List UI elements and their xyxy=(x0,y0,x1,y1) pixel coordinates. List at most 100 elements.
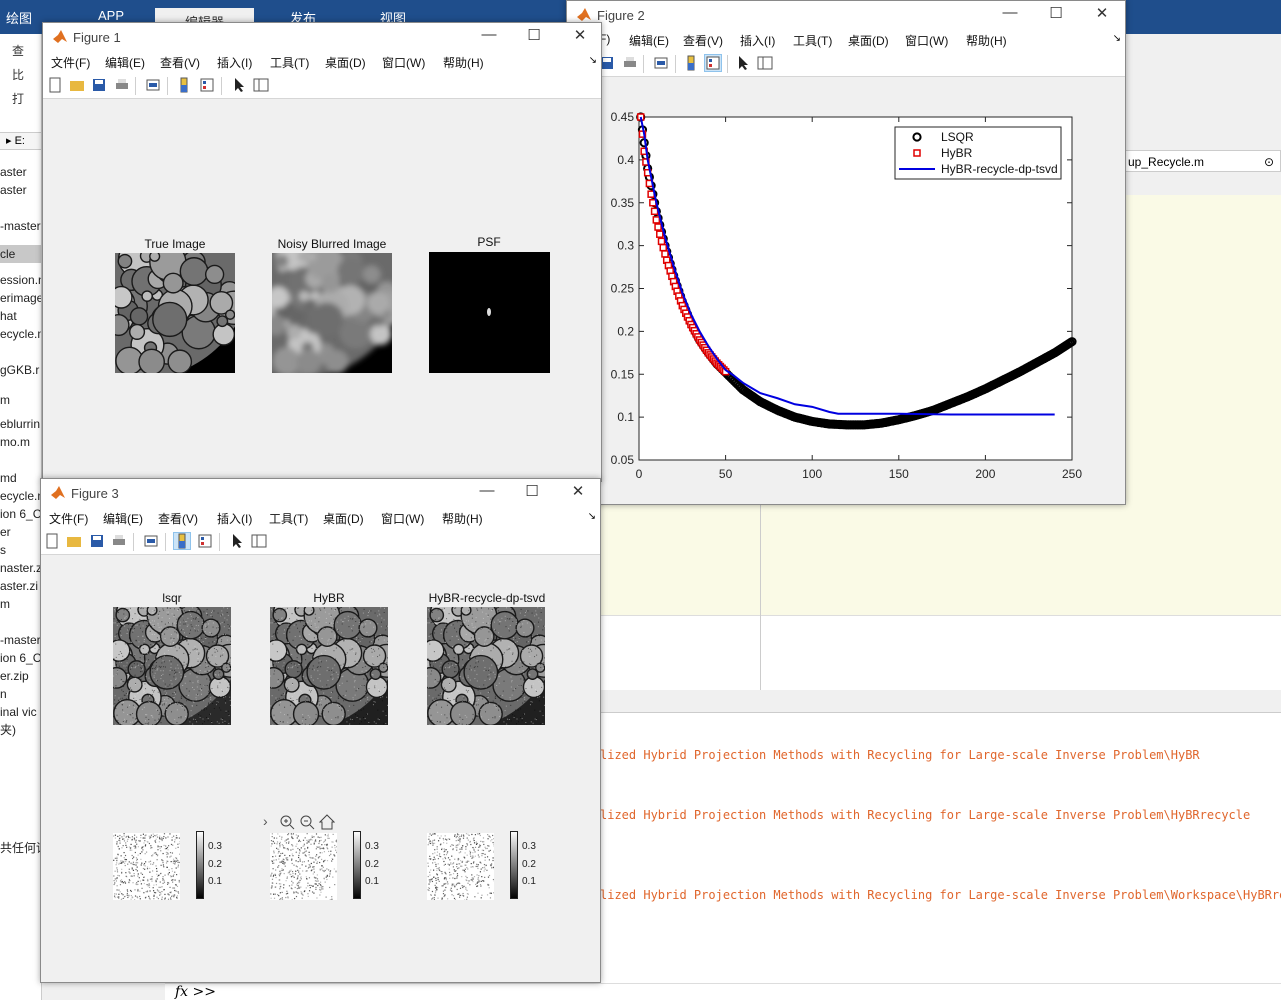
ribbon-tab-apps[interactable]: APP xyxy=(98,8,125,23)
figure-3-titlebar[interactable]: Figure 3 — ☐ ✕ xyxy=(41,479,600,507)
save-icon[interactable] xyxy=(91,77,107,93)
file-item[interactable]: m xyxy=(0,597,10,611)
editor-tab[interactable]: up_Recycle.m ⊙ xyxy=(1125,150,1281,172)
property-editor-icon[interactable] xyxy=(253,77,269,93)
hybr-reconstruction[interactable] xyxy=(270,607,388,725)
file-item[interactable]: eblurrin xyxy=(0,417,41,431)
pointer-icon[interactable] xyxy=(231,77,247,93)
pointer-icon[interactable] xyxy=(735,55,751,71)
menu-edit[interactable]: 编辑(E) xyxy=(629,34,669,48)
link-plot-icon[interactable] xyxy=(653,55,669,71)
menu-file[interactable]: 文件(F) xyxy=(51,56,91,70)
file-item[interactable]: inal vic xyxy=(0,705,37,719)
menu-file[interactable]: F) xyxy=(599,32,611,46)
file-item[interactable]: ession.n xyxy=(0,273,42,287)
find-files-button[interactable]: 查 xyxy=(12,44,25,58)
close-button[interactable]: ✕ xyxy=(571,483,585,500)
file-item[interactable]: aster xyxy=(0,165,27,179)
menu-tools[interactable]: 工具(T) xyxy=(793,34,833,48)
lsqr-reconstruction[interactable] xyxy=(113,607,231,725)
menu-window[interactable]: 窗口(W) xyxy=(905,34,949,48)
save-icon[interactable] xyxy=(599,55,615,71)
menu-overflow-icon[interactable]: ↘ xyxy=(587,511,596,522)
home-icon[interactable] xyxy=(319,814,335,830)
file-item[interactable]: ecycle.m xyxy=(0,327,41,341)
file-item[interactable]: naster.z xyxy=(0,561,42,575)
new-figure-icon[interactable] xyxy=(47,77,63,93)
file-item[interactable]: ecycle.n xyxy=(0,489,42,503)
zoom-out-icon[interactable] xyxy=(299,814,315,830)
file-item[interactable]: cle xyxy=(0,245,41,263)
maximize-button[interactable]: ☐ xyxy=(525,483,539,500)
file-item[interactable]: gGKB.r xyxy=(0,363,40,377)
menu-desktop[interactable]: 桌面(D) xyxy=(848,34,889,48)
file-item[interactable]: er.zip xyxy=(0,669,29,683)
figure-1-titlebar[interactable]: Figure 1 — ☐ ✕ xyxy=(43,23,601,51)
psf-image[interactable] xyxy=(429,252,550,373)
print-button[interactable]: 打 xyxy=(12,92,25,106)
colorbar[interactable] xyxy=(353,831,361,899)
lsqr-error-map[interactable] xyxy=(113,833,180,900)
colorbar[interactable] xyxy=(510,831,518,899)
new-figure-icon[interactable] xyxy=(44,533,60,549)
legend-icon[interactable] xyxy=(704,54,722,72)
maximize-button[interactable]: ☐ xyxy=(1049,5,1063,22)
file-item[interactable]: aster.zi xyxy=(0,579,39,593)
menu-window[interactable]: 窗口(W) xyxy=(381,512,425,526)
menu-insert[interactable]: 插入(I) xyxy=(217,56,253,70)
maximize-button[interactable]: ☐ xyxy=(527,27,541,44)
minimize-button[interactable]: — xyxy=(479,482,495,499)
open-folder-icon[interactable] xyxy=(66,533,82,549)
menu-view[interactable]: 查看(V) xyxy=(158,512,198,526)
menu-edit[interactable]: 编辑(E) xyxy=(105,56,145,70)
menu-desktop[interactable]: 桌面(D) xyxy=(323,512,364,526)
minimize-button[interactable]: — xyxy=(1002,4,1018,21)
command-window[interactable]: lized Hybrid Projection Methods with Rec… xyxy=(600,712,1281,1000)
file-item[interactable]: s xyxy=(0,543,6,557)
ribbon-tab-plots[interactable]: 绘图 xyxy=(6,11,33,26)
legend-icon[interactable] xyxy=(199,77,215,93)
pointer-icon[interactable] xyxy=(229,533,245,549)
minimize-button[interactable]: — xyxy=(481,26,497,43)
chevron-down-icon[interactable]: ⊙ xyxy=(1263,155,1274,169)
file-item[interactable]: 共任何详 xyxy=(0,841,41,855)
noisy-blurred-image[interactable] xyxy=(272,253,392,373)
colorbar-icon[interactable] xyxy=(176,77,192,93)
file-item[interactable]: mo.m xyxy=(0,435,30,449)
figure-3-window[interactable]: Figure 3 — ☐ ✕ 文件(F) 编辑(E) 查看(V) 插入(I) 工… xyxy=(40,478,601,983)
axes-toolbar-expand[interactable]: › xyxy=(263,813,268,829)
zoom-in-icon[interactable] xyxy=(279,814,295,830)
menu-view[interactable]: 查看(V) xyxy=(160,56,200,70)
print-icon[interactable] xyxy=(114,77,130,93)
link-plot-icon[interactable] xyxy=(143,533,159,549)
figure-2-window[interactable]: Figure 2 — ☐ ✕ F) 编辑(E) 查看(V) 插入(I) 工具(T… xyxy=(566,0,1126,505)
figure-2-titlebar[interactable]: Figure 2 — ☐ ✕ xyxy=(567,1,1125,29)
menu-insert[interactable]: 插入(I) xyxy=(217,512,253,526)
menu-help[interactable]: 帮助(H) xyxy=(443,56,484,70)
figure-1-window[interactable]: Figure 1 — ☐ ✕ 文件(F) 编辑(E) 查看(V) 插入(I) 工… xyxy=(42,22,602,482)
menu-overflow-icon[interactable]: ↘ xyxy=(1112,33,1121,44)
command-prompt[interactable]: fx >> xyxy=(165,983,1281,1000)
file-item[interactable]: -master xyxy=(0,633,41,647)
menu-tools[interactable]: 工具(T) xyxy=(269,512,309,526)
close-button[interactable]: ✕ xyxy=(573,27,587,44)
menu-file[interactable]: 文件(F) xyxy=(49,512,89,526)
file-item[interactable]: n xyxy=(0,687,7,701)
compare-button[interactable]: 比 xyxy=(12,68,25,82)
legend-icon[interactable] xyxy=(197,533,213,549)
property-editor-icon[interactable] xyxy=(757,55,773,71)
file-item[interactable]: ion 6_C xyxy=(0,651,42,665)
file-item[interactable]: m xyxy=(0,393,10,407)
menu-desktop[interactable]: 桌面(D) xyxy=(325,56,366,70)
menu-overflow-icon[interactable]: ↘ xyxy=(588,55,597,66)
true-image[interactable] xyxy=(115,253,235,373)
hybr-recycle-error-map[interactable] xyxy=(427,833,494,900)
hybr-recycle-reconstruction[interactable] xyxy=(427,607,545,725)
colorbar[interactable] xyxy=(196,831,204,899)
open-folder-icon[interactable] xyxy=(69,77,85,93)
file-item[interactable]: hat xyxy=(0,309,17,323)
file-item[interactable]: -master xyxy=(0,219,41,233)
file-item[interactable]: aster xyxy=(0,183,27,197)
file-item[interactable]: er xyxy=(0,525,11,539)
link-plot-icon[interactable] xyxy=(145,77,161,93)
